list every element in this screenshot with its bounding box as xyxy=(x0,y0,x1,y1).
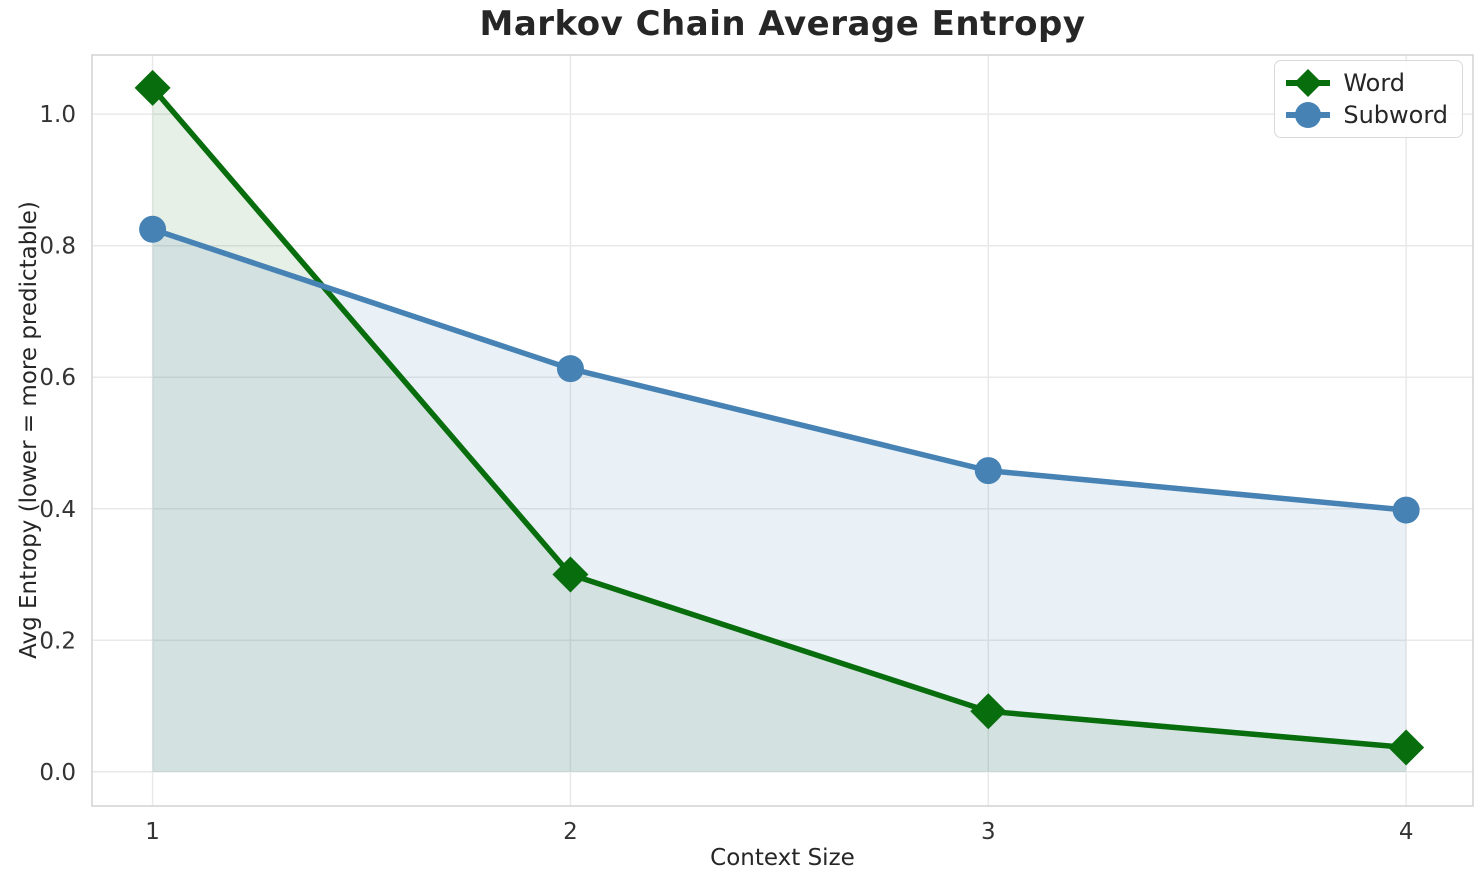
data-point-word xyxy=(134,69,171,106)
x-axis-label: Context Size xyxy=(710,845,855,871)
subword-legend-marker-icon xyxy=(1286,102,1331,128)
y-tick-label: 0.2 xyxy=(39,628,76,654)
y-tick-label: 0.4 xyxy=(39,497,76,523)
data-point-subword xyxy=(1392,496,1420,524)
y-tick-label: 0.6 xyxy=(39,365,76,391)
series-line-subword xyxy=(149,226,1409,513)
data-point-word xyxy=(552,556,589,593)
plot-border xyxy=(91,54,1474,807)
data-point-word xyxy=(970,693,1007,730)
legend-entry-word: Word xyxy=(1283,68,1448,98)
y-tick-label: 0.8 xyxy=(39,234,76,260)
data-point-word xyxy=(1388,729,1425,766)
word-legend-marker-icon xyxy=(1286,69,1331,97)
data-point-subword xyxy=(139,215,167,243)
legend-label-subword: Subword xyxy=(1343,101,1448,129)
data-point-subword xyxy=(974,457,1002,485)
data-point-subword xyxy=(556,355,584,383)
legend-label-word: Word xyxy=(1343,69,1406,97)
chart-title: Markov Chain Average Entropy xyxy=(479,4,1086,44)
x-tick-label: 3 xyxy=(981,819,996,845)
x-tick-label: 1 xyxy=(145,819,160,845)
y-axis-label: Avg Entropy (lower = more predictable) xyxy=(16,201,42,659)
series-line-word xyxy=(149,85,1409,751)
series-area-subword xyxy=(152,229,1407,772)
legend-entry-subword: Subword xyxy=(1283,100,1448,130)
x-tick-label: 2 xyxy=(563,819,578,845)
legend: Word Subword xyxy=(1274,60,1463,138)
y-tick-label: 1.0 xyxy=(39,102,76,128)
series-area-word xyxy=(152,87,1407,772)
y-tick-label: 0.0 xyxy=(39,760,76,786)
x-tick-label: 4 xyxy=(1399,819,1414,845)
